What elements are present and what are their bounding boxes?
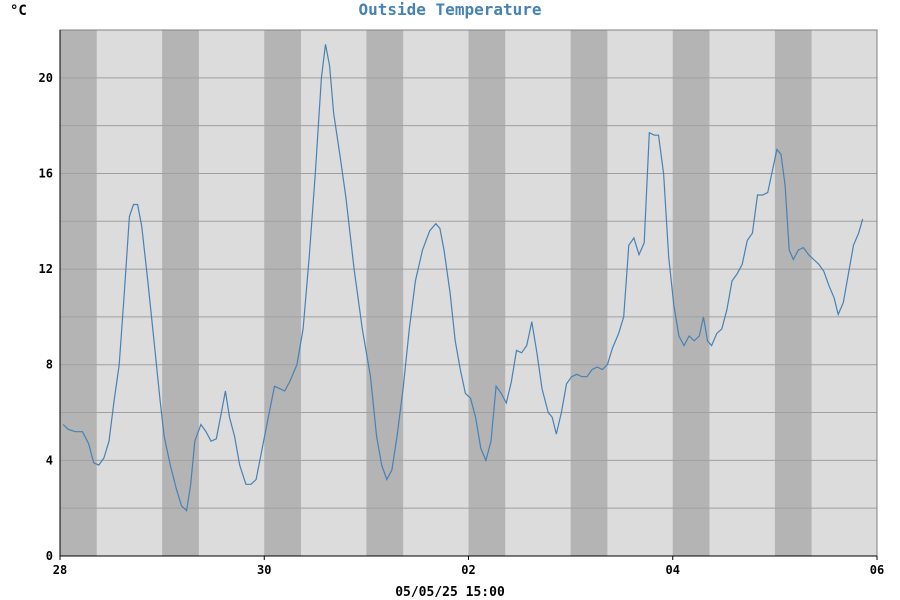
night-band: [162, 30, 199, 556]
plot-area: [59, 29, 878, 557]
y-unit-label: °C: [10, 3, 27, 19]
y-tick-label: 4: [46, 453, 53, 467]
night-band: [366, 30, 404, 556]
x-tick-label: 30: [257, 563, 271, 577]
x-tick-label: 02: [461, 563, 475, 577]
y-tick-label: 0: [46, 549, 53, 563]
x-tick-label: 06: [870, 563, 884, 577]
night-band: [468, 30, 506, 556]
night-band: [672, 30, 710, 556]
temperature-series-line: [62, 44, 864, 512]
y-tick-label: 16: [39, 166, 53, 180]
night-band: [570, 30, 608, 556]
y-tick-label: 12: [39, 262, 53, 276]
x-tick-label: 28: [53, 563, 67, 577]
y-tick-label: 20: [39, 71, 53, 85]
night-band: [774, 30, 812, 556]
night-band: [264, 30, 302, 556]
night-band: [60, 30, 97, 556]
x-tick-label: 04: [666, 563, 680, 577]
chart-title: Outside Temperature: [358, 0, 541, 19]
timestamp-label: 05/05/25 15:00: [395, 585, 505, 600]
y-tick-label: 8: [46, 358, 53, 372]
